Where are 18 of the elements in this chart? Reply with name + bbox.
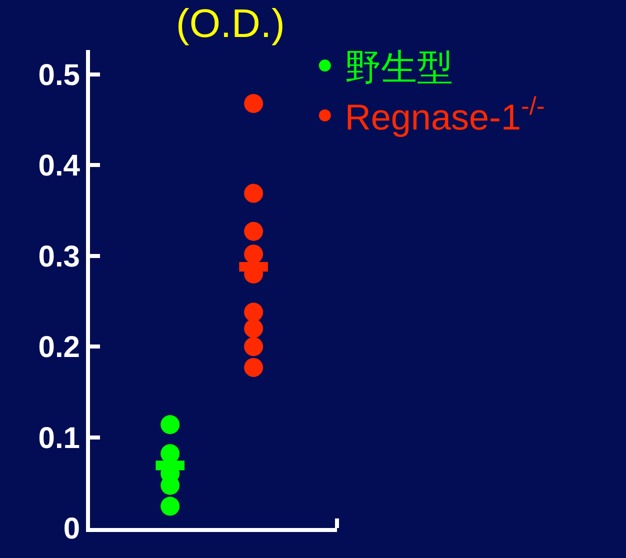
y-axis-title: (O.D.) bbox=[176, 2, 285, 46]
y-tick-label: 0.3 bbox=[38, 240, 80, 274]
point bbox=[244, 302, 264, 322]
y-tick-label: 0.2 bbox=[38, 331, 80, 364]
point bbox=[244, 318, 264, 338]
legend-label: 野生型 bbox=[344, 46, 453, 88]
y-tick-label: 0 bbox=[63, 512, 80, 546]
point bbox=[244, 184, 264, 203]
point bbox=[244, 94, 264, 113]
point bbox=[160, 415, 180, 434]
y-tick-label: 0.5 bbox=[38, 58, 80, 92]
legend-label: Regnase-1$^{-/-}$ bbox=[344, 92, 545, 138]
point bbox=[160, 496, 180, 516]
point bbox=[244, 222, 264, 241]
y-tick-label: 0.1 bbox=[38, 422, 80, 455]
point bbox=[244, 337, 264, 356]
y-tick-label: 0.4 bbox=[38, 150, 80, 183]
point bbox=[244, 358, 264, 377]
